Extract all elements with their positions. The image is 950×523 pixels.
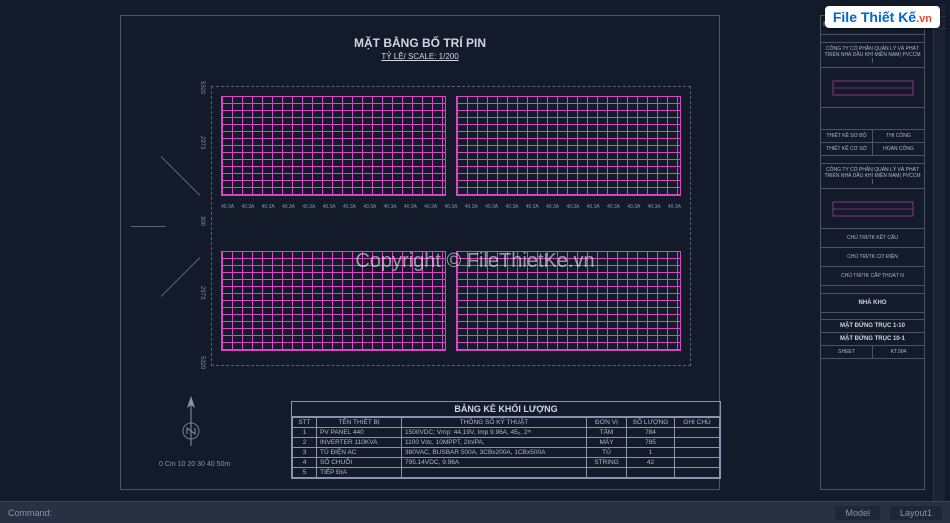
command-prompt: Command: bbox=[8, 508, 52, 518]
watermark-logo: File Thiết Kế.vn bbox=[825, 6, 940, 28]
ridge-line bbox=[131, 226, 166, 227]
discipline-row: CHỦ TRÌ/TK CƠ ĐIỆN bbox=[821, 248, 924, 267]
discipline-row: CHỦ TRÌ/TK KẾT CẤU bbox=[821, 229, 924, 248]
north-arrow bbox=[176, 396, 206, 456]
table-row: 4SỐ CHUỖI795.14VDC, 9.96ASTRING42 bbox=[293, 458, 720, 468]
dim-label: 5320 bbox=[199, 356, 205, 369]
key-plan bbox=[821, 68, 924, 108]
sheet-desc: MẶT ĐỨNG TRỤC 1-10 bbox=[821, 320, 924, 333]
sheet-name: NHÀ KHO bbox=[821, 294, 924, 313]
design-phase-row: THIẾT KẾ CƠ SỞHOÀN CÔNG bbox=[821, 143, 924, 156]
drawing-frame: MẶT BẰNG BỐ TRÍ PIN TỶ LỆ/ SCALE: 1/200 … bbox=[120, 15, 720, 490]
dim-label: 2973 bbox=[199, 286, 205, 299]
gable-edge bbox=[161, 257, 201, 297]
model-tab[interactable]: Model bbox=[835, 506, 880, 520]
pv-array bbox=[456, 96, 681, 196]
design-phase-row: THIẾT KẾ SƠ BỘTHI CÔNG bbox=[821, 130, 924, 143]
pv-array bbox=[221, 96, 446, 196]
dim-label: 5320 bbox=[199, 81, 205, 94]
scale-bar: 0 Cm 10 20 30 40 50m bbox=[159, 461, 230, 468]
sheet-code-row: SHEETKT.004 bbox=[821, 346, 924, 359]
table-row: 2INVERTER 110KVA1100 Vdc, 10MPPT, 2In/PA… bbox=[293, 438, 720, 448]
drawing-subtitle: TỶ LỆ/ SCALE: 1/200 bbox=[121, 52, 719, 61]
gable-edge bbox=[161, 156, 201, 196]
key-plan-2 bbox=[821, 189, 924, 229]
table-row: 1PV PANEL 4401500VDC; Vmp: 44.19V, Imp 9… bbox=[293, 428, 720, 438]
dim-label: 300 bbox=[199, 216, 205, 226]
company: CÔNG TY CỔ PHẦN QUẢN LÝ VÀ PHÁT TRIỂN NH… bbox=[821, 164, 924, 189]
discipline-row: CHỦ TRÌ/TK CẤP THOÁT N bbox=[821, 267, 924, 286]
command-bar[interactable]: Command: Model Layout1 bbox=[0, 501, 950, 523]
pv-array bbox=[456, 251, 681, 351]
pv-array bbox=[221, 251, 446, 351]
drawing-title: MẶT BẰNG BỐ TRÍ PIN bbox=[121, 36, 719, 50]
owner: CÔNG TY CỔ PHẦN QUẢN LÝ VÀ PHÁT TRIỂN NH… bbox=[821, 43, 924, 68]
string-labels-top: 40.3A40.3A40.3A40.3A40.3A40.3A40.3A40.3A… bbox=[221, 204, 681, 210]
table-row: 3TỦ ĐIỆN AC380VAC, BUSBAR 500A, 3CBx200A… bbox=[293, 448, 720, 458]
bom-table: BẢNG KÊ KHỐI LƯỢNG STT TÊN THIẾT BỊ THÔN… bbox=[291, 401, 721, 479]
cad-canvas[interactable]: MẶT BẰNG BỐ TRÍ PIN TỶ LỆ/ SCALE: 1/200 … bbox=[5, 5, 945, 498]
sheet-desc: MẶT ĐỨNG TRỤC 10-1 bbox=[821, 333, 924, 346]
right-toolbar[interactable] bbox=[933, 5, 945, 505]
title-block: NHÀ KHO CHỨA HÀNG ĐÓNG NAI CÔNG TY CỔ PH… bbox=[820, 15, 925, 490]
table-row: 5TIẾP ĐỊA bbox=[293, 468, 720, 478]
bom-grid: STT TÊN THIẾT BỊ THÔNG SỐ KỸ THUẬT ĐƠN V… bbox=[292, 417, 720, 478]
layout-tab[interactable]: Layout1 bbox=[890, 506, 942, 520]
building-plan: 40.3A40.3A40.3A40.3A40.3A40.3A40.3A40.3A… bbox=[161, 86, 691, 366]
bom-title: BẢNG KÊ KHỐI LƯỢNG bbox=[292, 402, 720, 417]
dim-label: 2973 bbox=[199, 136, 205, 149]
